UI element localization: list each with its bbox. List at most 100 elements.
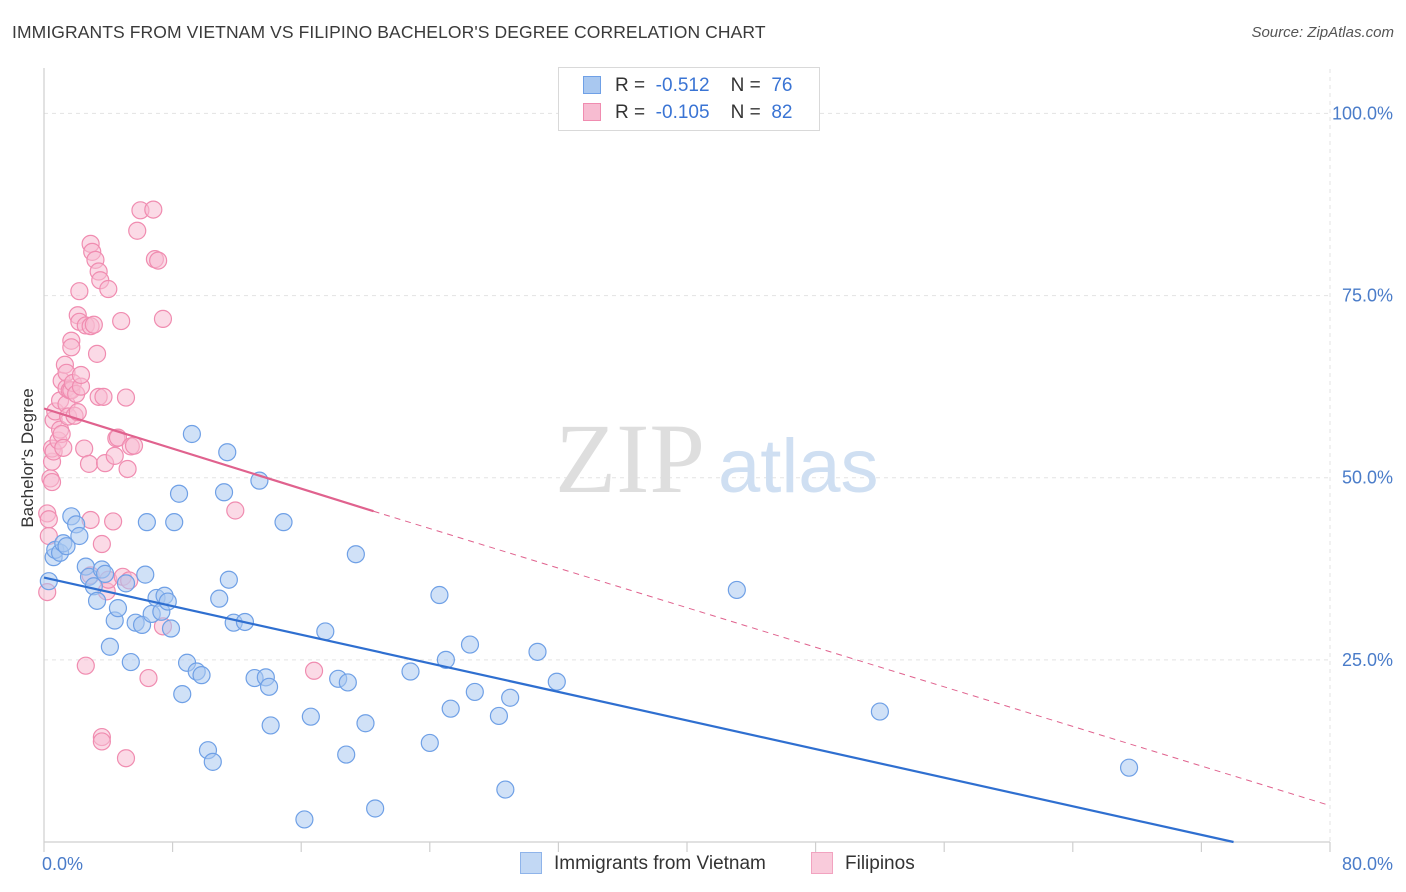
point-filipinos [104,512,123,531]
point-vietnam [169,484,189,503]
point-filipinos [128,221,147,240]
bottom-legend-vietnam: Immigrants from Vietnam [520,852,766,878]
point-vietnam [259,677,279,696]
point-vietnam [57,537,76,556]
trend-line-filipinos-extension [373,510,1331,807]
point-vietnam [436,650,455,669]
point-filipinos [71,365,91,385]
legend-swatch-filipinos [583,103,601,121]
bottom-legend-swatch-vietnam [520,852,542,874]
point-vietnam [274,513,293,532]
point-filipinos [92,534,111,554]
series-vietnam-points [39,424,1139,829]
legend-n-value: 76 [771,75,793,96]
point-vietnam [214,483,234,502]
trend-line-filipinos [43,407,374,513]
trend-line-vietnam [43,576,1234,844]
point-filipinos [226,501,245,520]
point-filipinos [116,388,136,407]
y-tick-label: 50.0% [1342,468,1393,488]
trend-lines [43,407,1331,844]
legend-n-value: 82 [771,102,793,123]
point-filipinos [68,403,87,422]
point-vietnam [165,513,184,532]
x-tick-label: 80.0% [1342,854,1393,874]
point-filipinos [116,749,136,768]
x-tick-label: 0.0% [42,854,83,874]
legend-row-vietnam: R = -0.512 N = 76 [583,75,792,99]
point-vietnam [528,642,547,661]
point-filipinos [304,661,324,680]
source-attribution: Source: ZipAtlas.com [1251,24,1394,41]
point-vietnam [337,745,356,764]
point-vietnam [489,706,509,726]
point-vietnam [401,662,420,681]
series-filipinos-points [38,200,324,768]
point-filipinos [149,251,168,270]
point-vietnam [210,589,229,608]
y-axis-label: Bachelor's Degree [18,388,37,527]
point-filipinos [99,279,118,299]
watermark-zip: ZIP [555,403,705,514]
point-vietnam [501,688,520,707]
point-vietnam [161,619,181,638]
bottom-legend-label-vietnam: Immigrants from Vietnam [554,853,766,874]
point-vietnam [121,652,140,672]
point-vietnam [460,635,480,654]
point-vietnam [95,564,115,583]
point-vietnam [727,580,746,600]
point-filipinos [112,311,131,331]
point-filipinos [144,200,163,219]
point-vietnam [100,637,120,656]
point-vietnam [137,513,156,532]
point-filipinos [42,472,62,492]
point-filipinos [153,309,173,328]
y-tick-label: 75.0% [1342,286,1393,306]
point-vietnam [116,574,136,593]
point-vietnam [496,780,515,799]
point-vietnam [108,599,128,618]
legend-n-label: N = [730,102,761,123]
watermark: ZIP atlas [555,403,879,514]
point-filipinos [94,387,113,406]
legend: R = -0.512 N = 76 R = -0.105 N = 82 [558,67,820,131]
point-vietnam [218,443,237,462]
point-filipinos [118,459,137,479]
point-vietnam [430,585,449,605]
point-vietnam [441,699,460,718]
point-filipinos [70,282,89,301]
legend-r-label: R = [615,102,646,123]
point-vietnam [182,424,201,444]
point-vietnam [1119,758,1139,777]
point-filipinos [87,344,107,363]
point-vietnam [465,682,484,702]
tick-labels: 25.0% 50.0% 75.0% 100.0% 0.0% 80.0% [42,103,1393,874]
point-vietnam [301,707,320,726]
point-filipinos [75,439,94,458]
legend-n-label: N = [730,75,761,96]
point-filipinos [76,656,95,675]
y-tick-label: 100.0% [1332,103,1393,123]
point-vietnam [70,526,89,546]
bottom-legend-label-filipinos: Filipinos [845,853,915,874]
point-vietnam [158,592,177,611]
point-filipinos [105,446,124,465]
point-vietnam [87,591,107,610]
point-vietnam [316,622,335,641]
point-filipinos [139,668,158,688]
legend-r-value: -0.512 [655,75,710,96]
legend-swatch-vietnam [583,76,601,94]
point-vietnam [346,545,365,564]
bottom-legend-filipinos: Filipinos [811,852,915,878]
legend-row-filipinos: R = -0.105 N = 82 [583,102,792,126]
point-filipinos [124,436,144,455]
point-vietnam [547,672,566,691]
point-filipinos [62,338,81,357]
bottom-legend-swatch-filipinos [811,852,833,874]
point-vietnam [192,666,211,685]
point-vietnam [203,752,222,771]
axes [43,68,1331,852]
point-vietnam [356,714,375,733]
point-filipinos [79,454,99,473]
